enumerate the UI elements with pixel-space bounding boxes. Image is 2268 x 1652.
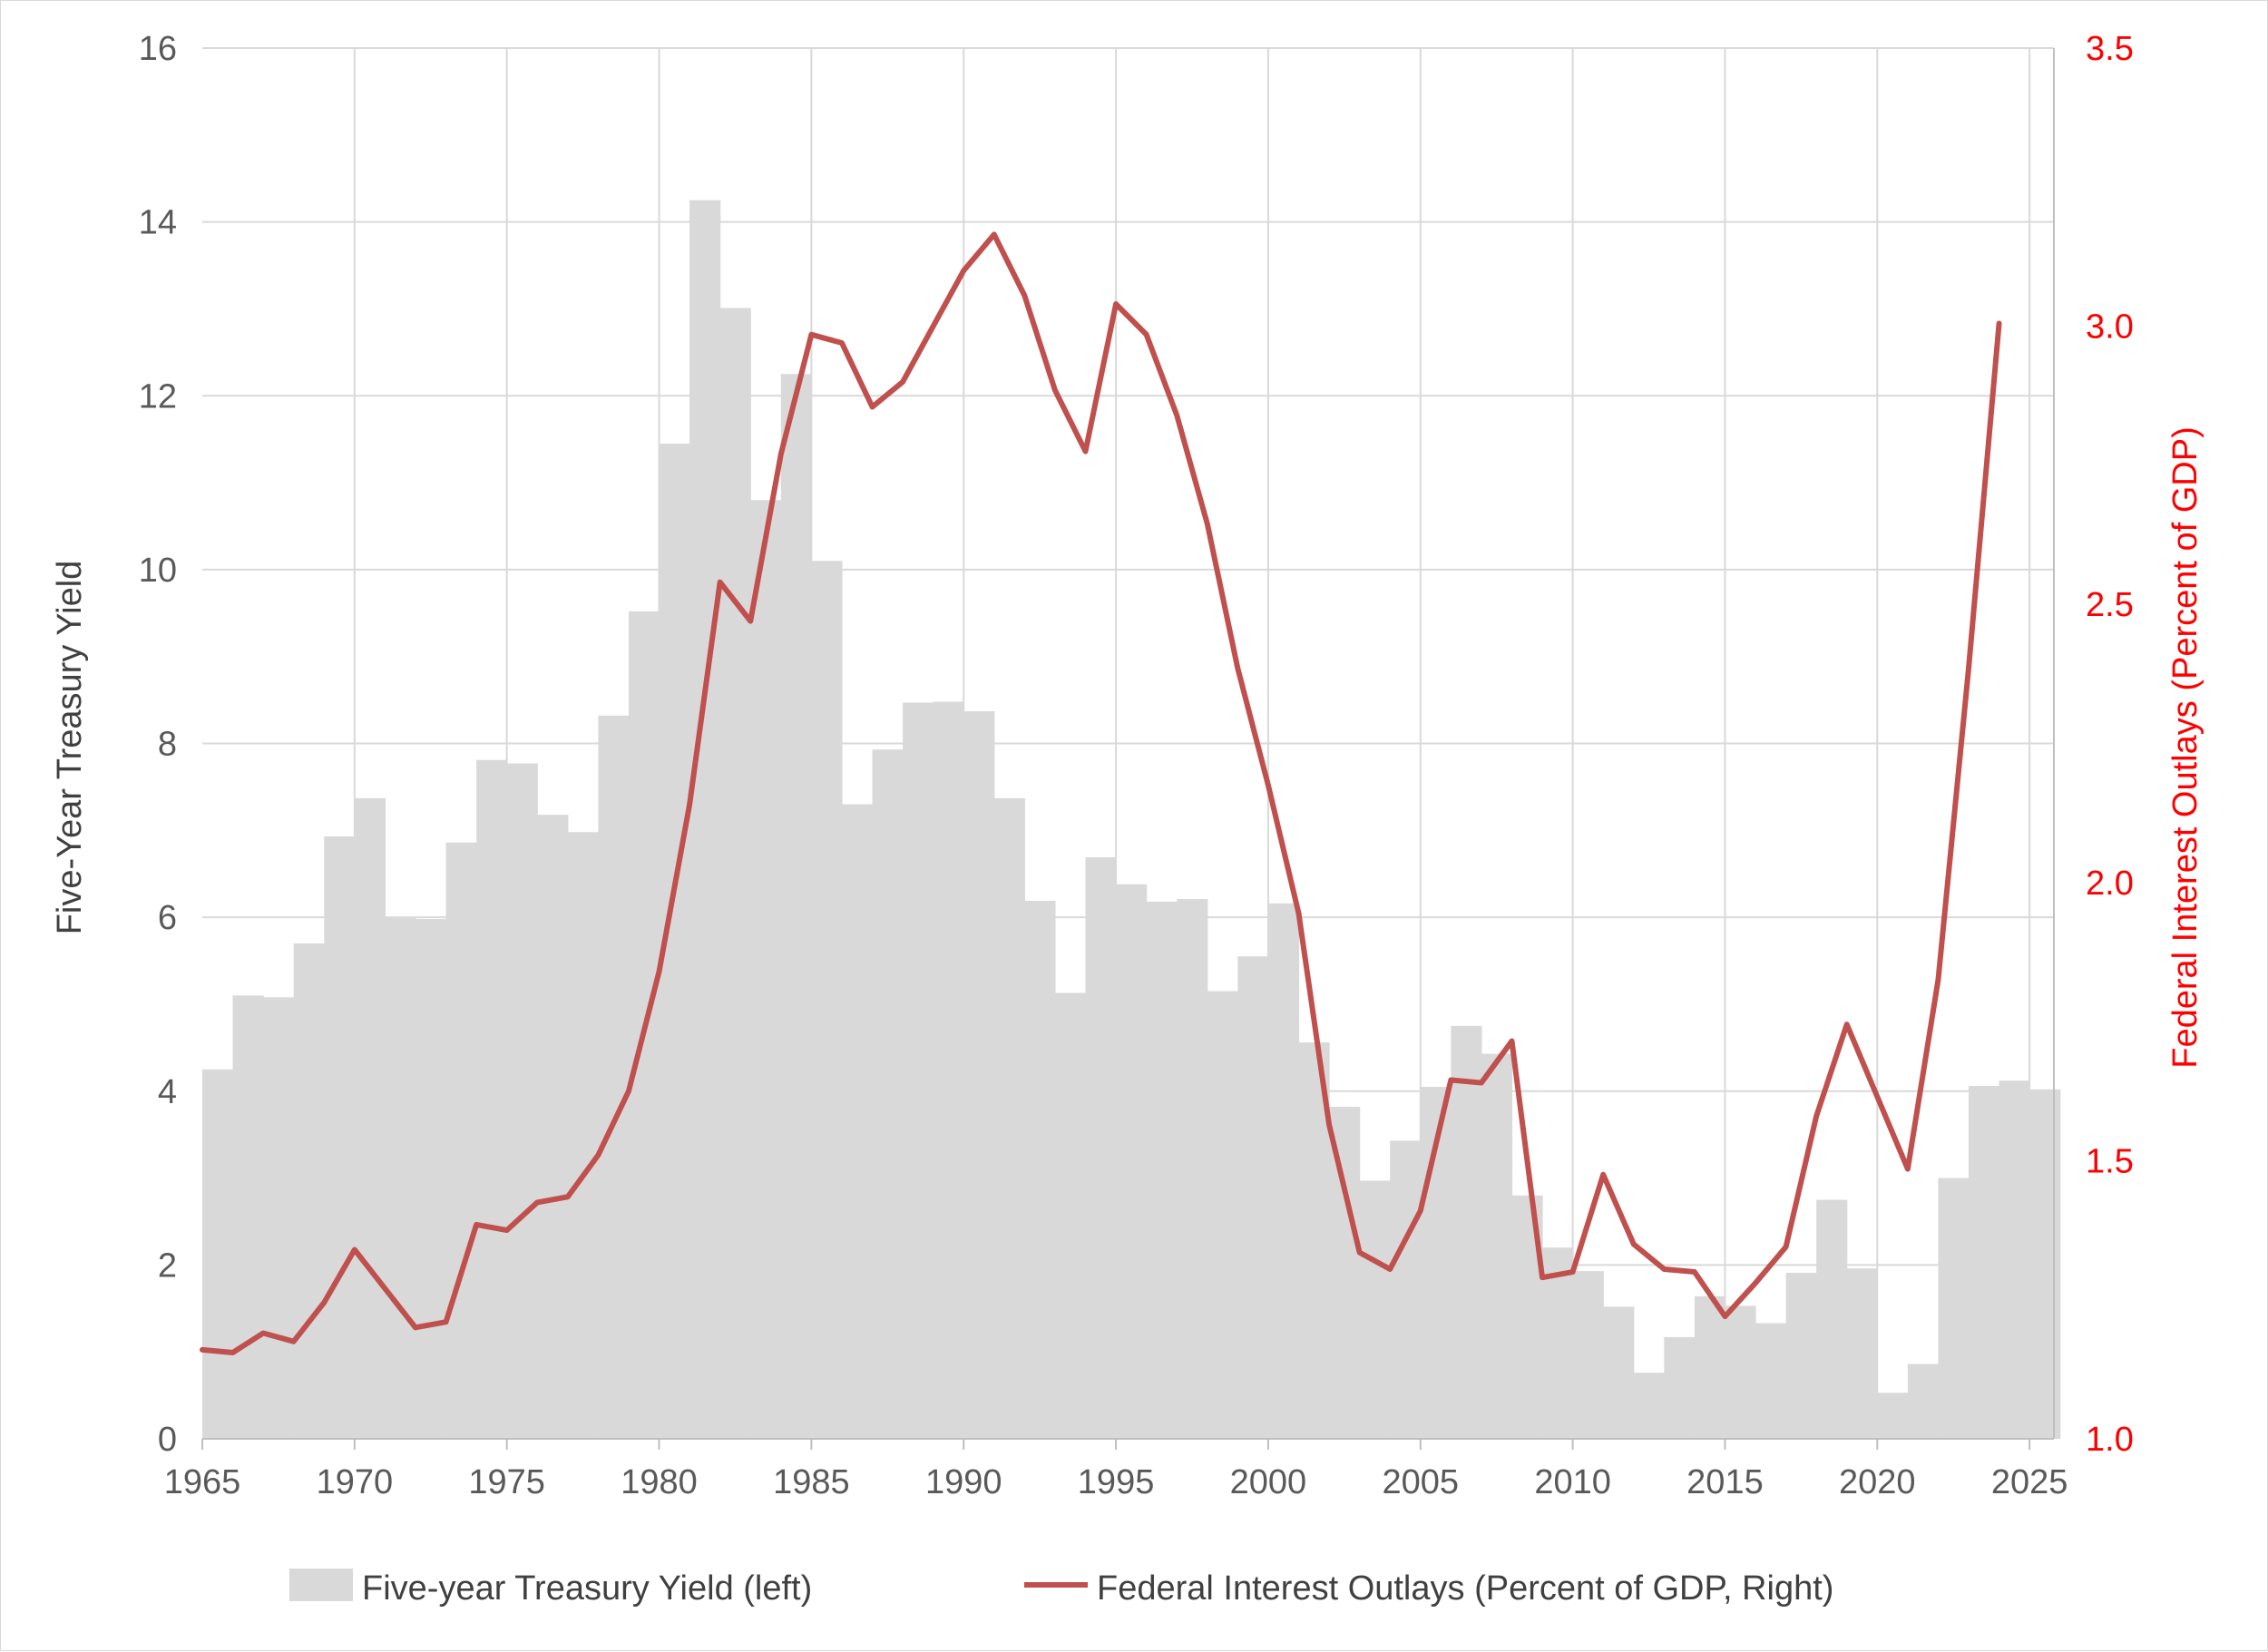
- bar-yield: [1664, 1336, 1696, 1439]
- bottom-tick-label: 1970: [317, 1463, 394, 1501]
- bar-yield: [963, 711, 995, 1439]
- bar-yield: [1542, 1247, 1574, 1439]
- axes: [201, 48, 2055, 1450]
- left-tick-label: 0: [158, 1421, 177, 1459]
- bottom-tick-label: 2000: [1230, 1463, 1307, 1501]
- bar-yield: [537, 815, 569, 1439]
- bar-yield: [293, 943, 325, 1439]
- bar-yield: [445, 842, 477, 1439]
- bar-yield: [415, 919, 447, 1439]
- left-tick-label: 12: [139, 377, 177, 415]
- bar-yield: [1907, 1364, 1940, 1439]
- legend-label-line: Federal Interest Outlays (Percent of GDP…: [1097, 1569, 1833, 1608]
- bar-yield: [202, 1069, 234, 1439]
- bar-yield: [780, 374, 812, 1439]
- bar-yield: [1329, 1106, 1361, 1439]
- bar-yield: [1572, 1271, 1604, 1439]
- bar-yield: [1024, 900, 1056, 1439]
- bar-yield: [476, 759, 508, 1439]
- bottom-tick-label: 1980: [621, 1463, 698, 1501]
- bottom-axis-ticks: 1965 1970 1975 1980 1985 1990 1995 2000 2005 2010…: [164, 1463, 2068, 1501]
- bar-yield: [1116, 884, 1148, 1439]
- bottom-tick-label: 2025: [1991, 1463, 2068, 1501]
- bar-yield: [1755, 1323, 1787, 1439]
- legend-swatch-bar: [289, 1569, 353, 1601]
- bottom-tick-label: 2005: [1382, 1463, 1459, 1501]
- bar-yield: [903, 702, 934, 1439]
- bars-five-year-yield: [202, 200, 2061, 1439]
- bar-yield: [324, 836, 356, 1439]
- line-interest-outlays-path: [200, 231, 2002, 1355]
- bar-yield: [719, 308, 751, 1439]
- bar-yield: [1938, 1178, 1970, 1439]
- right-axis-ticks: 1.0 1.5 2.0 2.5 3.0 3.5: [2086, 30, 2134, 1459]
- right-tick-label: 1.0: [2086, 1421, 2134, 1459]
- bar-yield: [1359, 1180, 1391, 1439]
- bar-yield: [1816, 1199, 1848, 1439]
- right-axis-title: Federal Interest Outlays (Percent of GDP…: [2166, 426, 2204, 1069]
- bar-yield: [1451, 1025, 1482, 1439]
- bottom-tick-label: 1990: [925, 1463, 1002, 1501]
- bottom-tick-label: 2015: [1686, 1463, 1764, 1501]
- bar-yield: [2029, 1089, 2061, 1439]
- right-tick-label: 1.5: [2086, 1142, 2134, 1180]
- bar-yield: [841, 804, 874, 1439]
- bar-yield: [1969, 1086, 2000, 1439]
- bar-yield: [872, 749, 904, 1439]
- bar-yield: [811, 561, 843, 1439]
- bar-yield: [263, 997, 295, 1439]
- bar-yield: [1207, 991, 1238, 1439]
- bar-yield: [1633, 1373, 1665, 1439]
- bar-yield: [1877, 1393, 1909, 1439]
- left-tick-label: 16: [139, 30, 177, 68]
- bar-yield: [1085, 857, 1117, 1439]
- bar-yield: [689, 200, 721, 1439]
- bar-yield: [506, 763, 538, 1439]
- bar-yield: [1267, 903, 1300, 1439]
- legend-label-bar: Five-year Treasury Yield (left): [362, 1569, 812, 1608]
- left-tick-label: 14: [139, 204, 177, 242]
- bar-yield: [1146, 901, 1178, 1439]
- left-tick-label: 8: [158, 726, 177, 764]
- bar-yield: [354, 797, 386, 1439]
- bar-yield: [1846, 1268, 1878, 1439]
- bar-yield: [1481, 1053, 1513, 1439]
- bar-yield: [750, 500, 782, 1439]
- bottom-tick-label: 1995: [1078, 1463, 1155, 1501]
- bar-yield: [232, 995, 264, 1439]
- left-tick-label: 10: [139, 552, 177, 590]
- bottom-tick-label: 2010: [1534, 1463, 1611, 1501]
- bar-yield: [1177, 899, 1208, 1439]
- bar-yield: [1694, 1295, 1726, 1439]
- bar-yield: [1603, 1306, 1635, 1439]
- right-tick-label: 2.0: [2086, 865, 2134, 903]
- bottom-tick-label: 1975: [468, 1463, 545, 1501]
- bottom-tick-label: 1965: [164, 1463, 241, 1501]
- bar-yield: [1390, 1140, 1422, 1439]
- bar-yield: [1999, 1080, 2030, 1439]
- bottom-tick-label: 1985: [773, 1463, 850, 1501]
- left-axis-title: Five-Year Treasury Yield: [51, 561, 89, 935]
- right-tick-label: 3.0: [2086, 308, 2134, 347]
- legend: Five-year Treasury Yield (left) Federal …: [289, 1569, 1833, 1608]
- line-interest-outlays: [200, 231, 2002, 1355]
- bar-yield: [567, 832, 599, 1439]
- bar-yield: [993, 797, 1025, 1439]
- left-axis-ticks: 0 2 4 6 8 10 12 14 16: [139, 30, 177, 1459]
- bottom-tick-label: 2020: [1839, 1463, 1916, 1501]
- left-tick-label: 2: [158, 1246, 177, 1285]
- bar-yield: [598, 715, 630, 1439]
- right-tick-label: 2.5: [2086, 586, 2134, 624]
- bar-yield: [1785, 1272, 1817, 1439]
- right-tick-label: 3.5: [2086, 30, 2134, 68]
- bar-yield: [1054, 992, 1087, 1439]
- left-tick-label: 6: [158, 899, 177, 937]
- left-tick-label: 4: [158, 1073, 177, 1111]
- bar-yield: [1725, 1305, 1756, 1439]
- bar-yield: [385, 917, 416, 1439]
- bar-yield: [933, 701, 964, 1439]
- bar-yield: [1237, 956, 1269, 1439]
